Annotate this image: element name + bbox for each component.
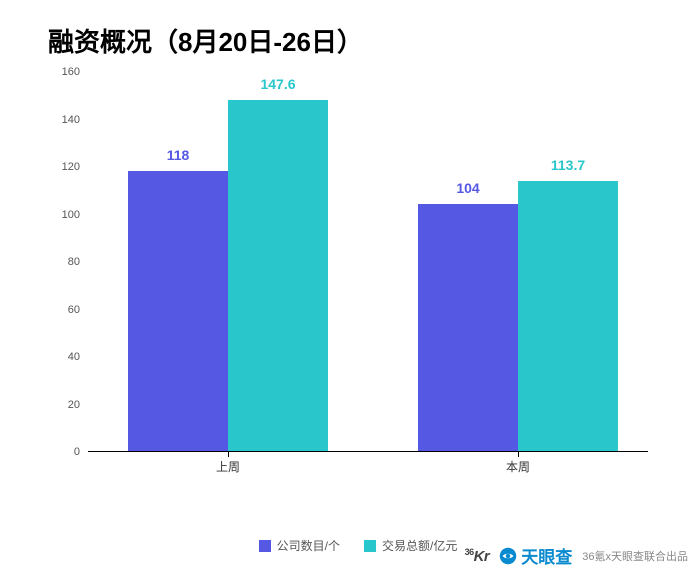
plot-region: 118147.6上周104113.7本周: [88, 72, 648, 452]
legend-swatch: [364, 540, 376, 552]
brand-tianyancha-logo: 天眼查: [499, 543, 572, 568]
bar: 118: [128, 171, 228, 451]
chart-area: 020406080100120140160 118147.6上周104113.7…: [48, 72, 668, 492]
legend-label: 公司数目/个: [277, 537, 340, 554]
y-axis: 020406080100120140160: [48, 72, 88, 452]
x-tick: [518, 451, 519, 457]
bar: 104: [418, 204, 518, 451]
y-tick-label: 40: [68, 351, 80, 363]
bar-value-label: 104: [456, 180, 479, 196]
brand-tianyancha-text: 天眼查: [521, 543, 572, 568]
y-tick-label: 140: [62, 114, 80, 126]
legend-item: 交易总额/亿元: [364, 537, 457, 554]
legend-swatch: [259, 540, 271, 552]
chart-title: 融资概况（8月20日-26日）: [48, 22, 363, 59]
y-tick-label: 20: [68, 399, 80, 411]
bar: 113.7: [518, 181, 618, 451]
footer-credit: 36氪x天眼查联合出品: [582, 548, 688, 564]
y-tick-label: 80: [68, 256, 80, 268]
x-axis-label: 本周: [506, 458, 530, 475]
y-tick-label: 0: [74, 446, 80, 458]
legend-label: 交易总额/亿元: [382, 537, 457, 554]
x-axis-label: 上周: [216, 458, 240, 475]
footer: 36Kr 天眼查 36氪x天眼查联合出品: [465, 543, 688, 568]
y-tick-label: 60: [68, 304, 80, 316]
bar-value-label: 118: [167, 147, 190, 163]
y-tick-label: 120: [62, 161, 80, 173]
bar-group: 104113.7: [418, 181, 618, 451]
bar-value-label: 147.6: [260, 76, 295, 92]
eye-icon: [499, 547, 517, 565]
bar-value-label: 113.7: [551, 157, 585, 173]
y-tick-label: 100: [62, 209, 80, 221]
x-tick: [228, 451, 229, 457]
bar-group: 118147.6: [128, 100, 328, 451]
bar: 147.6: [228, 100, 328, 451]
legend-item: 公司数目/个: [259, 537, 340, 554]
brand-36kr-logo: 36Kr: [465, 547, 490, 565]
y-tick-label: 160: [62, 66, 80, 78]
